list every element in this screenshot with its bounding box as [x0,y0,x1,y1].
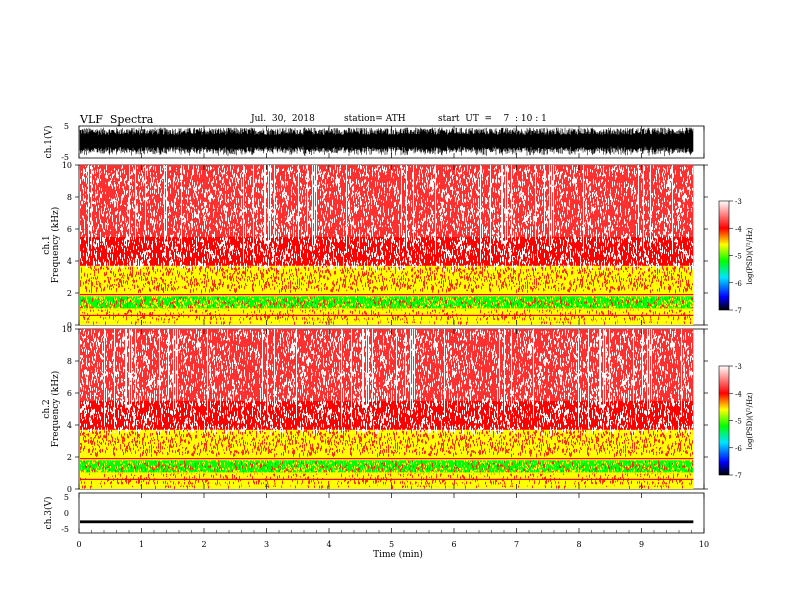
spec-ytick-label: 8 [67,193,72,202]
colorbar-tick-label: -6 [735,445,742,453]
ch3-ytick-mid: 0 [64,509,69,518]
spec-band-0 [80,320,694,325]
chart-title: VLF Spectra [80,113,154,126]
spec-texture-red [80,265,693,326]
ch1-colorbar-ticks: -3 -4 -5 -6 -7 [729,198,742,315]
spec-ytick-label: 10 [62,161,72,170]
ch2-colorbar-ticks: -3 -4 -5 -6 -7 [729,363,742,480]
station-label: station= ATH [344,114,406,124]
time-tick-label: 6 [451,540,456,549]
ch2-colorbar: -3 -4 -5 -6 -7 log(PSD)(V²/Hz) [718,363,754,480]
time-tick-label: 9 [639,540,644,549]
spec-line [80,320,694,322]
spec-ytick-label: 4 [67,421,72,430]
time-tick-label: 2 [201,540,206,549]
spec-band-3 [80,289,694,297]
ch1-spec-ylabel: Frequency (kHz) [50,207,61,284]
time-tick-label: 8 [576,540,581,549]
date-label: Jul. 30, 2018 [251,114,315,124]
spec-band-1 [80,309,694,321]
time-tick-label: 1 [139,540,144,549]
ch2-colorbar-label: log(PSD)(V²/Hz) [746,392,754,449]
ch1-colorbar: -3 -4 -5 -6 -7 log(PSD)(V²/Hz) [718,198,754,315]
time-axis-label: Time (min) [373,549,423,560]
ch2-spectrogram-heatmap [80,329,694,490]
ch2-spec-ylabel: Frequency (kHz) [50,371,61,448]
spec-ytick-label: 2 [67,289,72,298]
ch2-spec-yticks: 0 2 4 6 8 10 [62,325,708,494]
colorbar-tick-label: -3 [735,198,742,206]
ch1-ytick-bottom: -5 [61,153,69,162]
start-ut-label: start UT = 7 : 10 : 1 [438,114,547,124]
colorbar-tick-label: -4 [735,390,742,398]
spec-ytick-label: 6 [67,389,72,398]
ch3-trace-band [80,520,694,524]
ch1-trace-path [79,127,694,157]
spec-ytick-label: 8 [67,357,72,366]
ch1-spec-yticks: 0 2 4 6 8 10 [62,161,708,330]
colorbar-tick-label: -6 [735,280,742,288]
colorbar-tick-label: -7 [735,307,742,315]
ch1-spec-channel-label: ch.1 [42,235,52,254]
spec-line [80,472,694,474]
time-axis: 0 1 2 3 4 5 6 7 8 9 10 [76,126,709,549]
colorbar-tick-label: -5 [735,253,742,261]
time-tick-label: 4 [326,540,331,549]
ch2-spec-channel-label: ch.2 [42,399,52,418]
time-tick-label: 10 [699,540,709,549]
colorbar-tick-label: -5 [735,418,742,426]
spec-texture-red [80,429,693,490]
spec-line [80,308,694,310]
ch1-colorbar-label: log(PSD)(V²/Hz) [746,227,754,284]
ch3-ytick-top: 5 [64,493,69,502]
time-tick-label: 7 [514,540,519,549]
ch3-ytick-bottom: -5 [61,525,69,534]
spec-ytick-label: 10 [62,325,72,334]
ch1-waveform-panel: 5 -5 ch.1(V) [43,122,705,162]
spec-ytick-label: 4 [67,257,72,266]
ch1-spectrogram-panel: 0 2 4 6 8 10 Frequency (kHz) ch.1 [42,161,708,330]
spec-ytick-label: 6 [67,225,72,234]
spec-texture-yellow [80,458,693,478]
time-tick-label: 5 [389,540,394,549]
ch1-colorbar-gradient [718,200,730,311]
spec-texture-yellow [80,294,693,314]
ch1-waveform-trace [79,127,694,157]
ch3-ylabel: ch.3(V) [43,497,54,530]
time-tick-label: 3 [264,540,269,549]
colorbar-tick-label: -4 [735,225,742,233]
spec-band-3 [80,453,694,461]
ch1-spectrogram-heatmap [80,165,694,326]
ch2-spectrogram-panel: 0 2 4 6 8 10 Frequency (kHz) ch.2 [42,325,708,494]
spec-band-5 [80,237,694,266]
spec-line [80,294,694,296]
colorbar-tick-label: -7 [735,472,742,480]
ch2-colorbar-gradient [718,365,730,476]
spec-texture-white [80,165,693,273]
spec-ytick-label: 2 [67,453,72,462]
spec-band-0 [80,484,694,489]
ch1-ylabel: ch.1(V) [43,126,54,159]
colorbar-tick-label: -3 [735,363,742,371]
spec-line [80,458,694,460]
spec-ytick-label: 0 [67,485,72,494]
ch3-waveform-panel: 5 0 -5 ch.3(V) [43,492,705,534]
ch3-frame [78,492,705,534]
ch1-ytick-top: 5 [64,122,69,131]
spec-texture-white [80,329,693,437]
spec-ytick-label: 0 [67,321,72,330]
spec-line [80,484,694,486]
spec-line [80,478,694,480]
time-tick-label: 0 [76,540,81,549]
spec-line [80,314,694,316]
ch3-waveform-trace [80,520,694,524]
